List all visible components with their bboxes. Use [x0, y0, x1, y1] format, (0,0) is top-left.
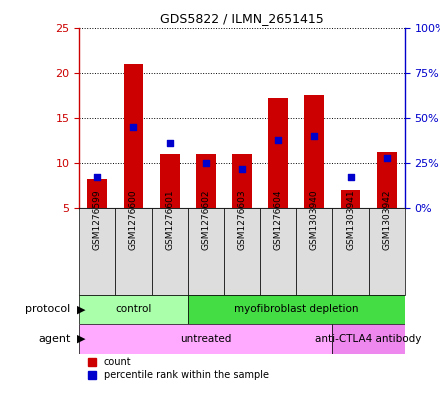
Text: untreated: untreated: [180, 334, 231, 344]
Bar: [79, 208, 115, 295]
Text: GSM1276599: GSM1276599: [93, 189, 102, 250]
Text: GSM1303940: GSM1303940: [310, 189, 319, 250]
Bar: [304, 95, 324, 208]
Bar: [79, 295, 188, 324]
Text: anti-CTLA4 antibody: anti-CTLA4 antibody: [315, 334, 422, 344]
Bar: [260, 208, 296, 295]
Point: [130, 124, 137, 130]
Bar: [369, 208, 405, 295]
Point: [275, 136, 282, 143]
Bar: [79, 324, 333, 354]
Text: GSM1276604: GSM1276604: [274, 189, 282, 250]
Bar: [196, 154, 216, 208]
Point: [202, 160, 209, 166]
Point: [347, 174, 354, 180]
Point: [94, 174, 101, 180]
Bar: [160, 154, 180, 208]
Bar: [151, 208, 188, 295]
Bar: [296, 208, 333, 295]
Legend: count, percentile rank within the sample: count, percentile rank within the sample: [84, 354, 272, 384]
Text: GSM1303942: GSM1303942: [382, 189, 391, 250]
Text: GSM1276600: GSM1276600: [129, 189, 138, 250]
Text: myofibroblast depletion: myofibroblast depletion: [234, 305, 359, 314]
Bar: [333, 324, 405, 354]
Bar: [188, 208, 224, 295]
Point: [166, 140, 173, 146]
Point: [311, 133, 318, 139]
Text: GSM1276603: GSM1276603: [238, 189, 246, 250]
Bar: [115, 208, 151, 295]
Title: GDS5822 / ILMN_2651415: GDS5822 / ILMN_2651415: [160, 12, 324, 25]
Bar: [377, 152, 397, 208]
Text: ▶: ▶: [77, 334, 85, 344]
Bar: [268, 98, 288, 208]
Text: GSM1303941: GSM1303941: [346, 189, 355, 250]
Bar: [124, 64, 143, 208]
Text: GSM1276602: GSM1276602: [202, 189, 210, 250]
Point: [238, 165, 246, 172]
Text: ▶: ▶: [77, 305, 85, 314]
Text: agent: agent: [38, 334, 70, 344]
Bar: [341, 190, 360, 208]
Text: control: control: [115, 305, 152, 314]
Text: GSM1276601: GSM1276601: [165, 189, 174, 250]
Text: protocol: protocol: [25, 305, 70, 314]
Bar: [333, 208, 369, 295]
Bar: [188, 295, 405, 324]
Point: [383, 154, 390, 161]
Bar: [87, 179, 107, 208]
Bar: [232, 154, 252, 208]
Bar: [224, 208, 260, 295]
